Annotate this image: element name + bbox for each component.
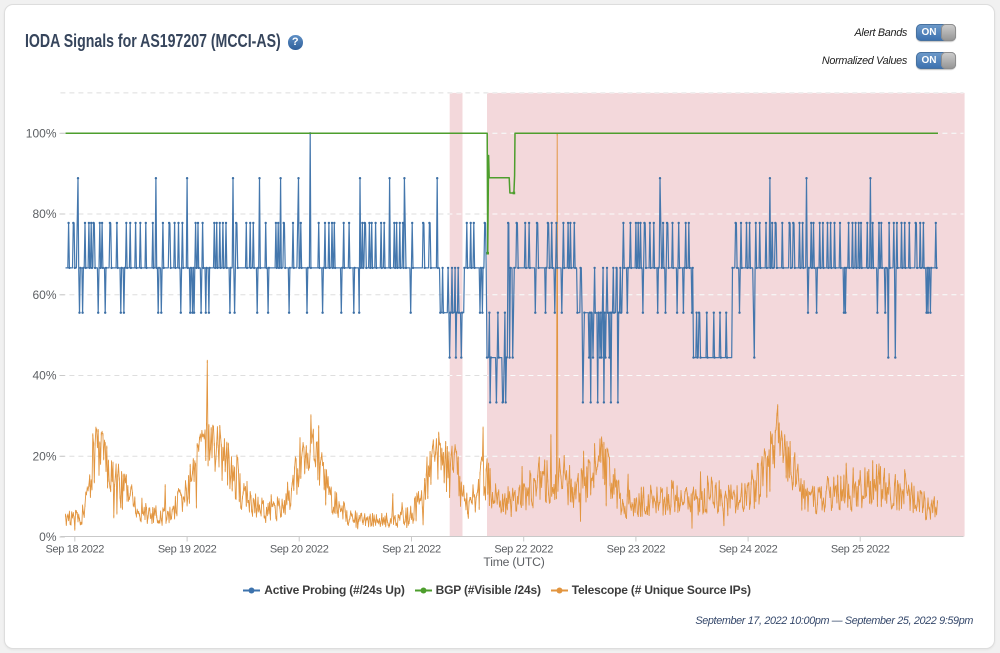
svg-text:Sep 23 2022: Sep 23 2022 — [607, 544, 666, 556]
svg-text:Sep 19 2022: Sep 19 2022 — [158, 544, 217, 556]
svg-text:Time (UTC): Time (UTC) — [483, 555, 544, 569]
svg-text:40%: 40% — [32, 369, 56, 383]
svg-text:Sep 21 2022: Sep 21 2022 — [382, 544, 441, 556]
svg-text:Sep 18 2022: Sep 18 2022 — [46, 544, 105, 556]
svg-text:20%: 20% — [32, 450, 56, 464]
svg-text:60%: 60% — [32, 288, 56, 302]
svg-text:80%: 80% — [32, 207, 56, 221]
svg-text:Sep 20 2022: Sep 20 2022 — [270, 544, 329, 556]
svg-text:Sep 25 2022: Sep 25 2022 — [831, 544, 890, 556]
svg-text:Sep 24 2022: Sep 24 2022 — [719, 544, 778, 556]
svg-text:100%: 100% — [26, 127, 57, 141]
svg-text:0%: 0% — [39, 530, 57, 544]
svg-text:Sep 22 2022: Sep 22 2022 — [494, 544, 553, 556]
